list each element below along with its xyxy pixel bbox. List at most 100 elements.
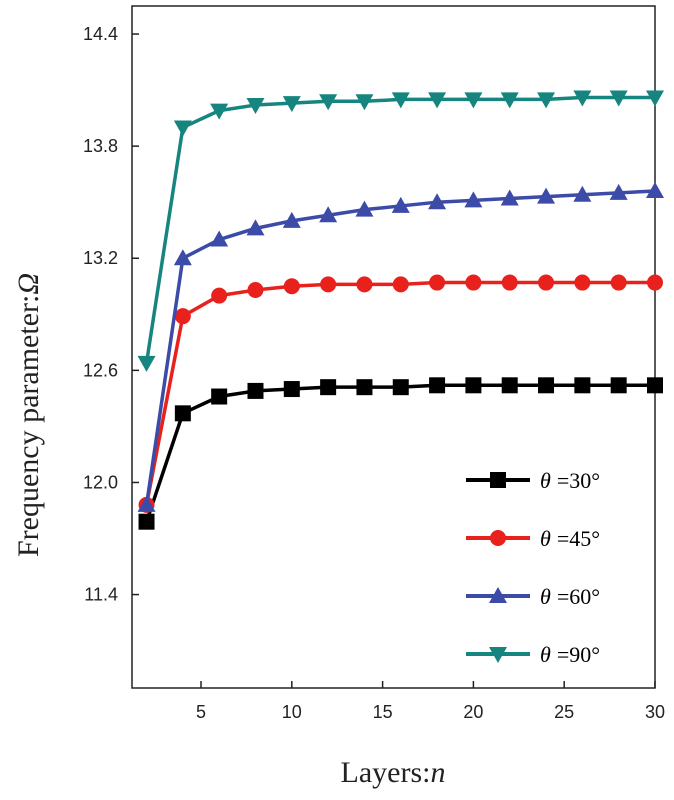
legend-marker (489, 647, 507, 663)
x-axis: 5 10 15 20 25 30 (196, 681, 665, 722)
data-point (211, 388, 228, 405)
data-point (319, 94, 338, 111)
legend: θ =30°θ =45°θ =60°θ =90° (466, 468, 600, 667)
x-tick-label: 10 (282, 702, 302, 722)
y-axis: 11.4 12.0 12.6 13.2 13.8 14.4 (83, 24, 139, 605)
series (137, 90, 664, 372)
y-axis-title-text: Frequency parameter: (12, 295, 45, 557)
data-point (319, 206, 338, 223)
legend-item: θ =60° (466, 584, 600, 609)
legend-angle: =45° (557, 526, 600, 551)
data-point (501, 274, 518, 291)
data-point (138, 513, 155, 530)
legend-item: θ =30° (466, 468, 600, 493)
data-point (574, 377, 591, 394)
series-line (144, 383, 655, 523)
data-point (537, 92, 556, 109)
data-point (174, 405, 191, 422)
data-point (428, 193, 447, 210)
data-point (210, 230, 229, 247)
data-point (246, 98, 265, 115)
data-point (356, 276, 373, 293)
legend-label: θ =30° (540, 468, 600, 493)
data-point (392, 379, 409, 396)
data-point (646, 90, 664, 107)
data-point (174, 308, 191, 325)
legend-theta: θ (540, 468, 551, 493)
y-tick-label: 14.4 (83, 24, 118, 44)
data-point (355, 94, 374, 111)
x-tick-label: 30 (645, 702, 665, 722)
data-point (500, 92, 519, 109)
data-point (500, 189, 519, 206)
data-point (573, 90, 592, 107)
data-point (537, 187, 556, 204)
data-point (428, 92, 447, 109)
x-axis-title: Layers:n (341, 756, 446, 789)
legend-marker (490, 530, 506, 546)
plot-frame (131, 5, 656, 689)
series (137, 181, 664, 512)
legend-angle: =90° (557, 642, 600, 667)
legend-angle: =30° (557, 468, 600, 493)
y-tick-label: 13.8 (83, 136, 118, 156)
legend-marker (489, 587, 507, 603)
data-point (282, 96, 301, 113)
legend-angle: =60° (557, 584, 600, 609)
data-point (247, 382, 264, 399)
legend-item: θ =45° (466, 526, 600, 551)
x-tick-label: 25 (554, 702, 574, 722)
data-point (538, 377, 555, 394)
y-tick-label: 13.2 (83, 248, 118, 268)
y-axis-title-variable: Ω (12, 273, 45, 295)
data-point (391, 92, 410, 109)
series-layer (137, 90, 664, 530)
y-tick-label: 12.0 (83, 472, 118, 492)
plot-area (131, 5, 656, 689)
data-point (609, 90, 628, 107)
y-tick-label: 11.4 (84, 585, 118, 605)
data-point (210, 103, 229, 120)
data-point (391, 196, 410, 213)
x-tick-label: 5 (196, 702, 206, 722)
data-point (282, 211, 301, 228)
data-point (464, 92, 483, 109)
data-point (501, 377, 518, 394)
legend-item: θ =90° (466, 642, 600, 667)
legend-marker (490, 472, 506, 488)
data-point (647, 274, 663, 291)
x-axis-title-variable: n (430, 756, 445, 789)
y-axis-title: Frequency parameter:Ω (12, 273, 45, 557)
data-point (464, 191, 483, 208)
data-point (609, 183, 628, 200)
data-point (610, 377, 627, 394)
data-point (283, 381, 300, 398)
x-tick-label: 20 (463, 702, 483, 722)
data-point (429, 377, 446, 394)
data-point (211, 287, 228, 304)
data-point (320, 379, 337, 396)
legend-theta: θ (540, 526, 551, 551)
legend-label: θ =45° (540, 526, 600, 551)
data-point (538, 274, 555, 291)
x-axis-title-text: Layers: (341, 756, 431, 789)
data-point (355, 200, 374, 217)
data-point (173, 249, 192, 266)
data-point (246, 219, 265, 236)
series (138, 377, 663, 530)
data-point (646, 181, 664, 198)
legend-theta: θ (540, 584, 551, 609)
data-point (356, 379, 373, 396)
data-point (574, 274, 591, 291)
legend-label: θ =90° (540, 642, 600, 667)
series (138, 274, 663, 513)
legend-theta: θ (540, 642, 551, 667)
data-point (247, 282, 264, 299)
data-point (647, 377, 663, 394)
data-point (465, 377, 482, 394)
data-point (320, 276, 337, 293)
data-point (465, 274, 482, 291)
data-point (283, 278, 300, 295)
legend-label: θ =60° (540, 584, 600, 609)
